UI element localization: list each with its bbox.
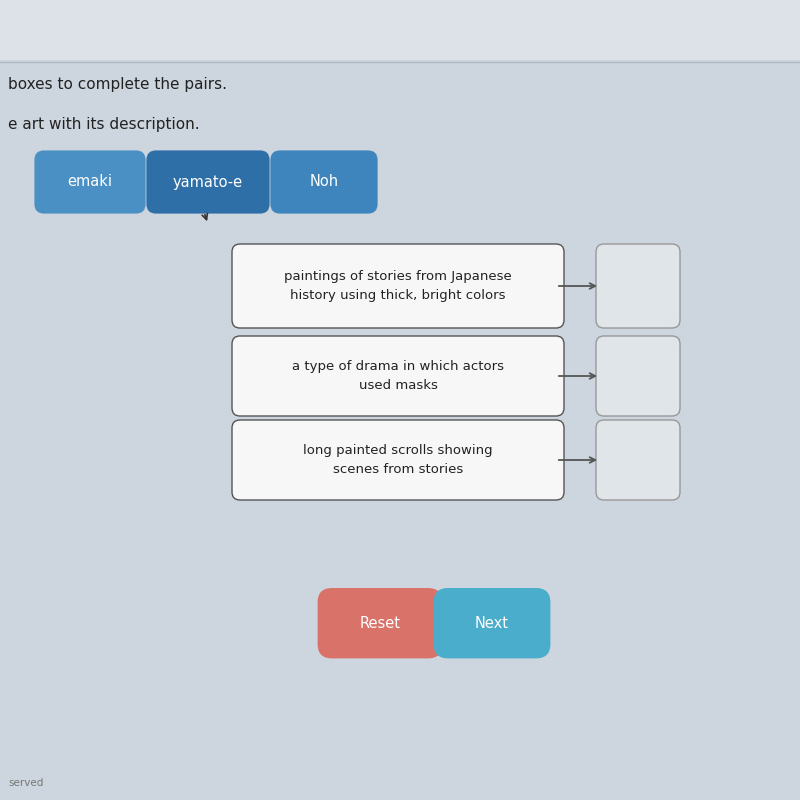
FancyBboxPatch shape (434, 588, 550, 658)
FancyBboxPatch shape (232, 336, 564, 416)
Text: a type of drama in which actors
used masks: a type of drama in which actors used mas… (292, 360, 504, 392)
Text: yamato-e: yamato-e (173, 174, 243, 190)
FancyBboxPatch shape (34, 150, 146, 214)
FancyBboxPatch shape (596, 420, 680, 500)
FancyBboxPatch shape (232, 244, 564, 328)
Text: e art with its description.: e art with its description. (8, 117, 200, 131)
Text: served: served (8, 778, 43, 788)
Text: boxes to complete the pairs.: boxes to complete the pairs. (8, 77, 227, 91)
Text: Noh: Noh (310, 174, 338, 190)
Text: emaki: emaki (67, 174, 113, 190)
FancyBboxPatch shape (596, 244, 680, 328)
FancyBboxPatch shape (596, 336, 680, 416)
FancyBboxPatch shape (232, 420, 564, 500)
Text: Next: Next (475, 616, 509, 630)
Text: long painted scrolls showing
scenes from stories: long painted scrolls showing scenes from… (303, 444, 493, 476)
FancyBboxPatch shape (146, 150, 270, 214)
Text: paintings of stories from Japanese
history using thick, bright colors: paintings of stories from Japanese histo… (284, 270, 512, 302)
FancyBboxPatch shape (0, 0, 800, 60)
FancyBboxPatch shape (318, 588, 442, 658)
FancyBboxPatch shape (270, 150, 378, 214)
Text: Reset: Reset (359, 616, 401, 630)
